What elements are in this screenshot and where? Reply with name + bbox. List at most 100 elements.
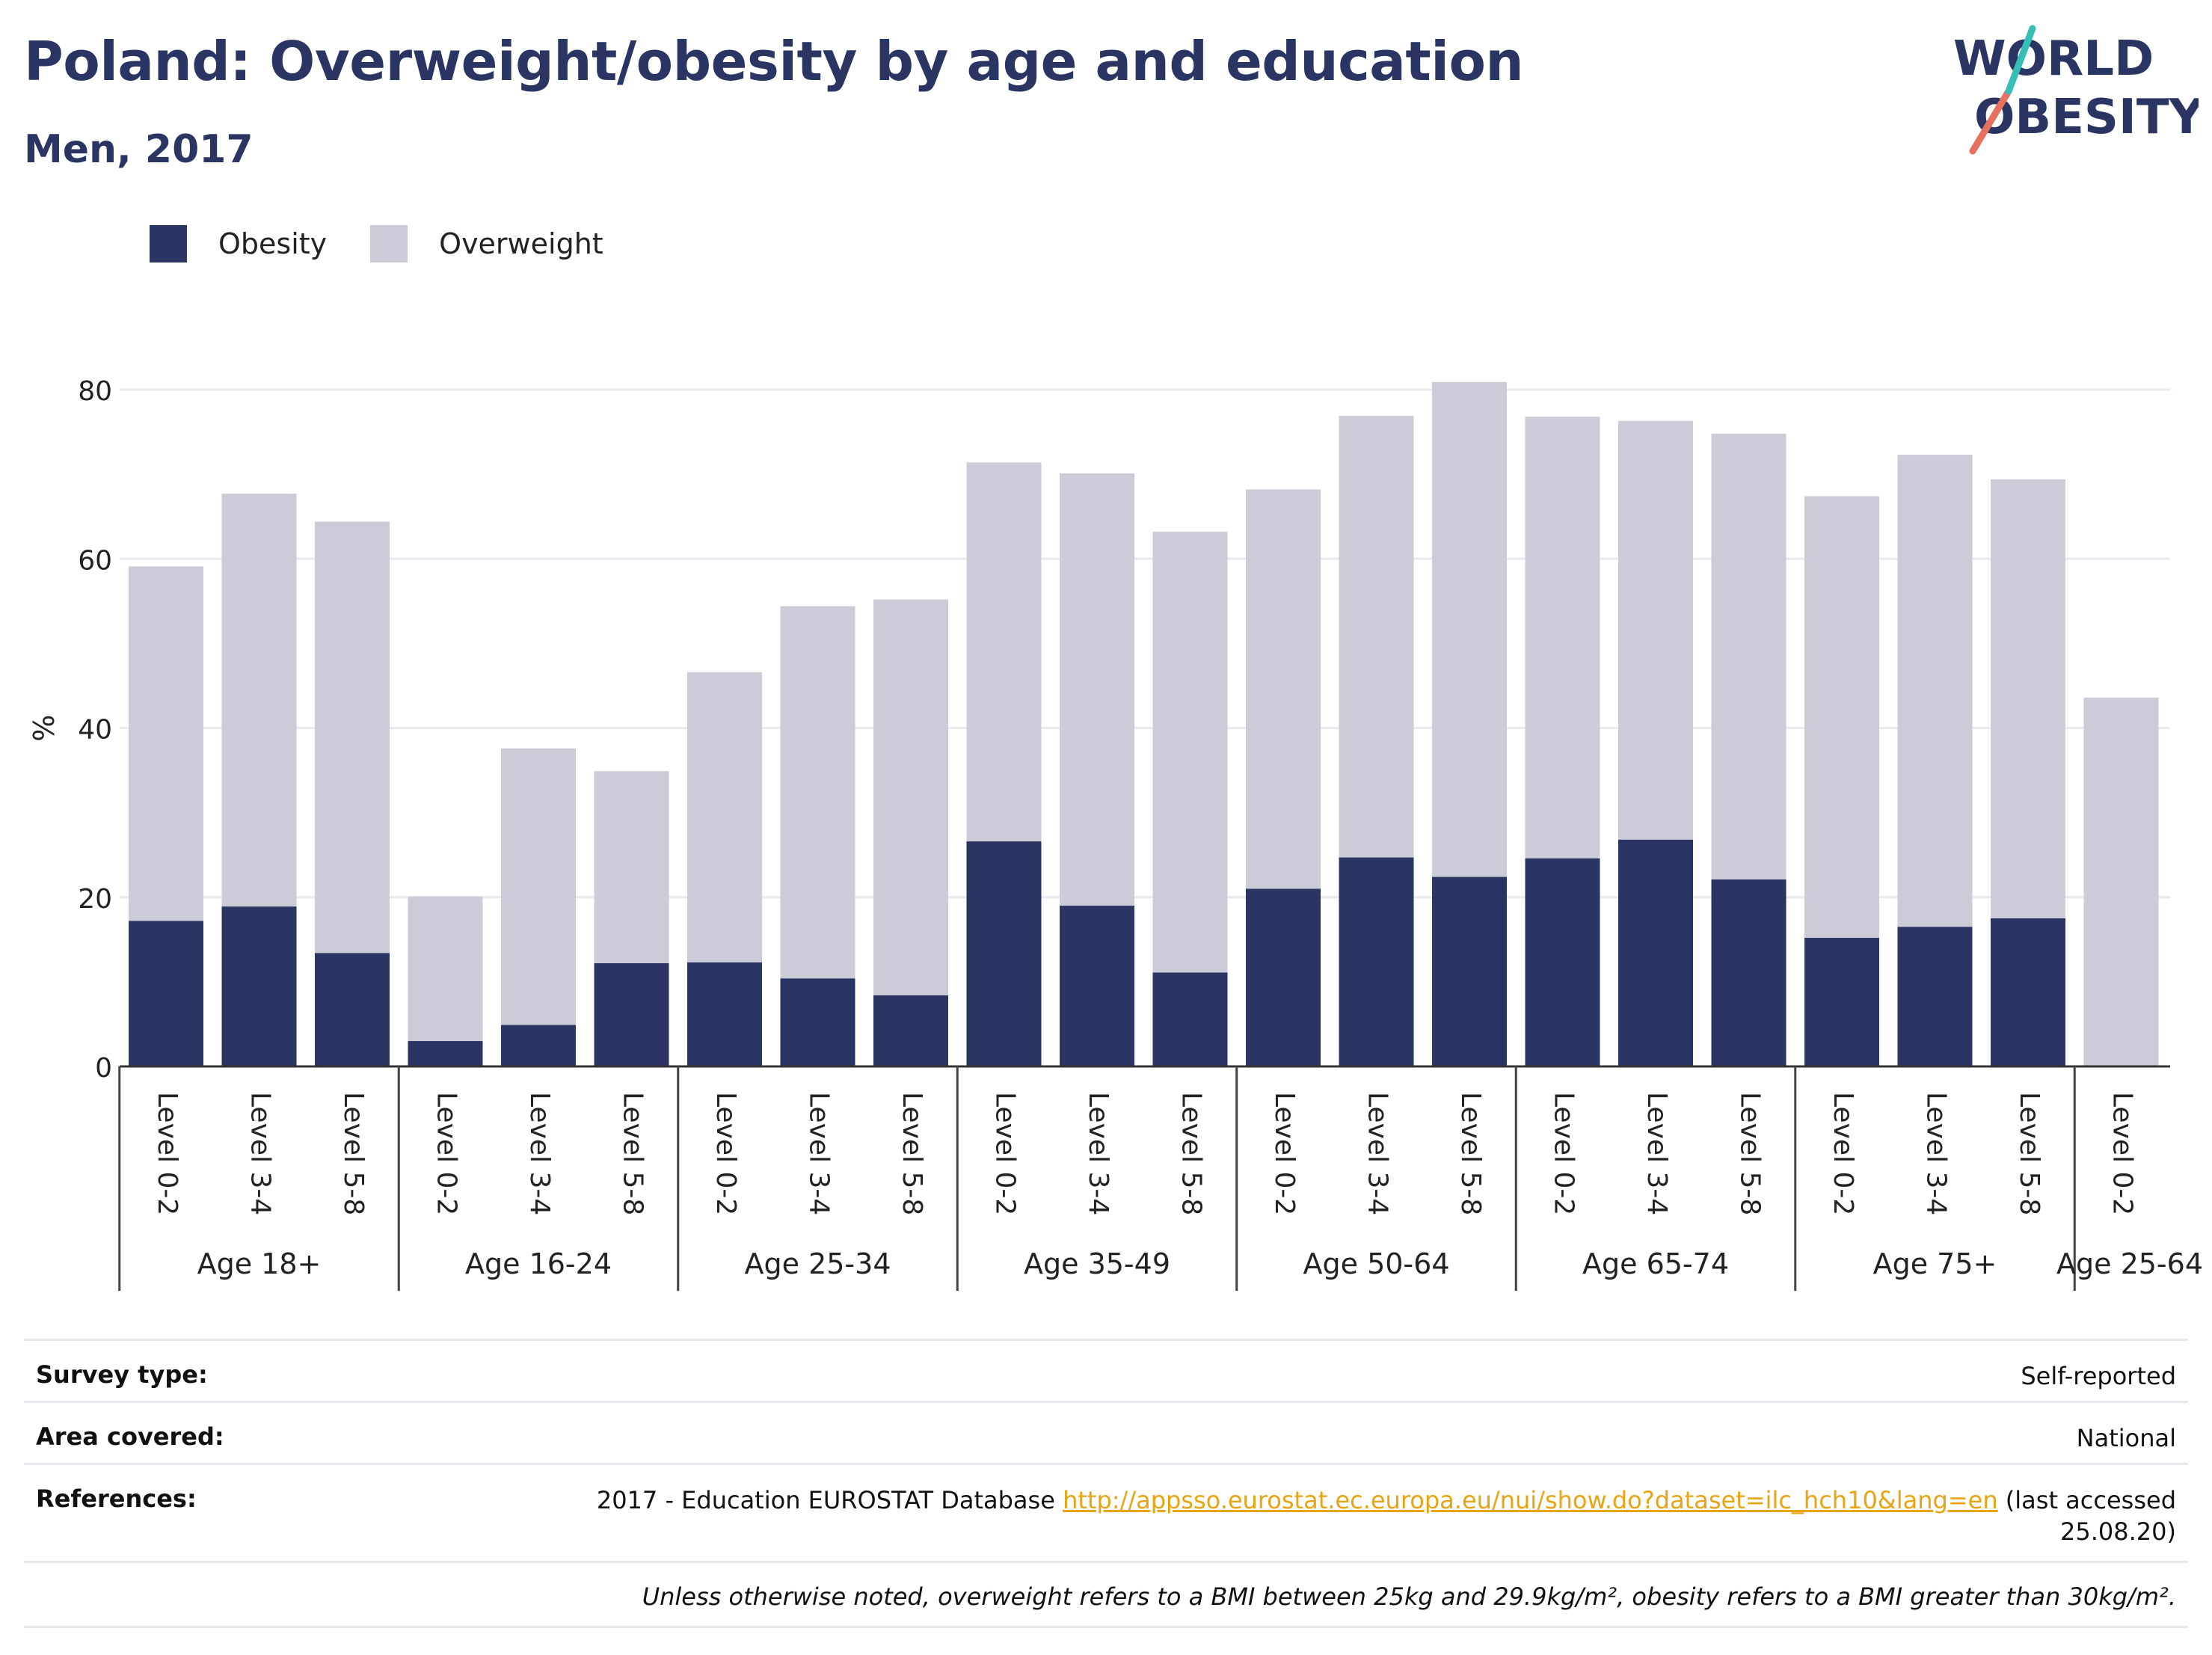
- bar-overweight: [1711, 433, 1787, 879]
- x-tick-label: Level 3-4: [1362, 1092, 1393, 1215]
- bar-overweight: [1804, 496, 1879, 939]
- x-tick-label: Level 3-4: [1641, 1092, 1672, 1215]
- survey-type-value: Self-reported: [2021, 1362, 2176, 1390]
- bar-obesity: [129, 921, 203, 1066]
- bar-obesity: [1152, 972, 1228, 1066]
- bar-overweight: [408, 896, 483, 1042]
- x-tick-label: Level 3-4: [804, 1092, 835, 1215]
- references-value: 2017 - Education EUROSTAT Database http:…: [494, 1484, 2176, 1547]
- bar-obesity: [1432, 876, 1507, 1066]
- reference-accessed: (last accessed 25.08.20): [1997, 1486, 2176, 1546]
- bar-overweight: [129, 566, 203, 921]
- bar-overweight: [1060, 473, 1134, 906]
- group-label: Age 25-34: [745, 1247, 891, 1280]
- references-label: References:: [36, 1484, 197, 1513]
- bar-overweight: [1432, 381, 1507, 877]
- bmi-note: Unless otherwise noted, overweight refer…: [642, 1582, 2176, 1611]
- info-row-survey: Survey type: Self-reported: [24, 1339, 2188, 1401]
- world-obesity-logo: WORLD OBESITY: [1953, 25, 2199, 155]
- x-tick-label: Level 0-2: [710, 1092, 741, 1215]
- bar-obesity: [1618, 839, 1693, 1066]
- group-label: Age 16-24: [465, 1247, 612, 1280]
- bar-overweight: [501, 748, 576, 1025]
- legend-item-overweight[interactable]: Overweight: [370, 225, 603, 262]
- bar-overweight: [1897, 455, 1973, 927]
- info-table: Survey type: Self-reported Area covered:…: [24, 1339, 2188, 1628]
- bar-overweight: [780, 606, 855, 979]
- y-tick-label: 40: [78, 715, 112, 746]
- bar-obesity: [780, 978, 855, 1066]
- reference-text: 2017 - Education EUROSTAT Database: [596, 1486, 1063, 1514]
- chart-subtitle: Men, 2017: [24, 127, 254, 172]
- x-tick-label: Level 0-2: [2107, 1092, 2138, 1215]
- bar-overweight: [1246, 489, 1321, 889]
- bar-obesity: [1525, 858, 1600, 1066]
- bar-overweight: [1991, 479, 2065, 919]
- bar-obesity: [1804, 938, 1879, 1066]
- x-tick-label: Level 3-4: [1921, 1092, 1952, 1215]
- y-axis-label: %: [28, 714, 61, 741]
- x-tick-label: Level 5-8: [1455, 1092, 1486, 1215]
- bar-obesity: [1991, 918, 2065, 1066]
- x-tick-label: Level 5-8: [338, 1092, 369, 1215]
- x-tick-label: Level 0-2: [990, 1092, 1021, 1215]
- bar-obesity: [873, 995, 948, 1066]
- x-tick-label: Level 5-8: [1176, 1092, 1207, 1215]
- survey-type-label: Survey type:: [36, 1360, 208, 1389]
- legend: Obesity Overweight: [150, 221, 647, 266]
- area-covered-label: Area covered:: [36, 1422, 224, 1451]
- x-tick-label: Level 0-2: [152, 1092, 182, 1215]
- legend-item-obesity[interactable]: Obesity: [150, 225, 327, 262]
- bar-overweight: [1152, 532, 1228, 973]
- legend-swatch-overweight: [370, 225, 408, 262]
- bar-overweight: [687, 672, 762, 962]
- bar-obesity: [1060, 906, 1134, 1066]
- group-label: Age 65-74: [1582, 1247, 1729, 1280]
- bar-overweight: [1525, 417, 1600, 859]
- x-tick-label: Level 5-8: [618, 1092, 648, 1215]
- group-label: Age 18+: [197, 1247, 322, 1280]
- area-covered-value: National: [2076, 1424, 2176, 1452]
- bar-obesity: [315, 953, 390, 1066]
- y-tick-label: 60: [78, 545, 112, 576]
- group-label: Age 75+: [1873, 1247, 1997, 1280]
- bar-obesity: [221, 906, 297, 1066]
- bar-obesity: [594, 962, 669, 1066]
- bar-chart: 0 20 40 60 80% Level 0-2 Level 3-4 Level 5-8 Lev…: [28, 376, 2203, 1291]
- bar-obesity: [687, 962, 762, 1066]
- bar-obesity: [1339, 857, 1414, 1066]
- x-tick-label: Level 3-4: [1083, 1092, 1113, 1215]
- x-tick-label: Level 0-2: [1549, 1092, 1579, 1215]
- y-tick-label: 80: [78, 376, 112, 407]
- x-tick-label: Level 0-2: [1269, 1092, 1300, 1215]
- bar-obesity: [1897, 927, 1973, 1066]
- legend-label-obesity: Obesity: [218, 227, 328, 260]
- bar-obesity: [501, 1025, 576, 1066]
- bar-overweight: [594, 771, 669, 963]
- reference-link[interactable]: http://appsso.eurostat.ec.europa.eu/nui/…: [1063, 1486, 1998, 1514]
- x-tick-label: Level 3-4: [245, 1092, 276, 1215]
- logo-line1: WORLD: [1953, 31, 2154, 87]
- x-tick-label: Level 5-8: [897, 1092, 927, 1215]
- info-row-area: Area covered: National: [24, 1401, 2188, 1463]
- group-label: Age 35-49: [1024, 1247, 1170, 1280]
- bar-overweight: [966, 462, 1042, 842]
- bar-obesity: [1246, 888, 1321, 1066]
- bar-obesity: [1711, 879, 1787, 1066]
- legend-swatch-obesity: [150, 225, 187, 262]
- group-label: Age 25-64: [2056, 1247, 2203, 1280]
- bar-overweight: [221, 494, 297, 907]
- logo-line2: OBESITY: [1974, 90, 2199, 145]
- info-row-references: References: 2017 - Education EUROSTAT Da…: [24, 1463, 2188, 1561]
- x-tick-label: Level 5-8: [2014, 1092, 2044, 1215]
- bar-overweight: [1618, 420, 1693, 840]
- x-tick-label: Level 0-2: [431, 1092, 462, 1215]
- x-tick-label: Level 3-4: [524, 1092, 555, 1215]
- x-tick-label: Level 0-2: [1828, 1092, 1858, 1215]
- bar-overweight: [873, 599, 948, 995]
- bar-obesity: [408, 1041, 483, 1066]
- group-label: Age 50-64: [1303, 1247, 1450, 1280]
- x-tick-label: Level 5-8: [1735, 1092, 1766, 1215]
- info-row-note: Unless otherwise noted, overweight refer…: [24, 1561, 2188, 1628]
- bar-obesity: [966, 841, 1042, 1066]
